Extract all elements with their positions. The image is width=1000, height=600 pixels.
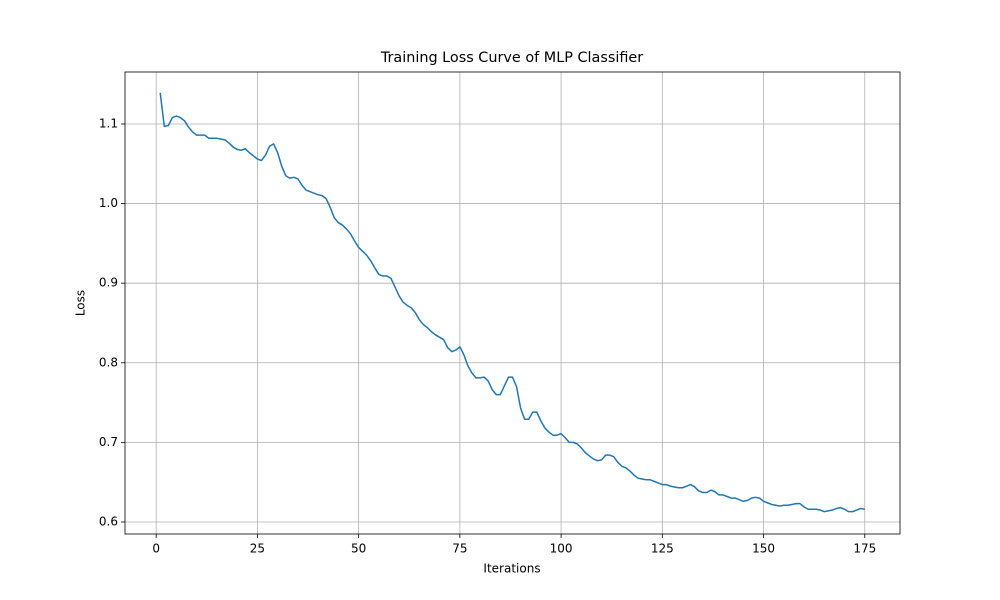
plot-frame	[124, 71, 901, 535]
x-tick-label: 75	[452, 542, 467, 556]
y-tick-label: 1.0	[99, 196, 118, 210]
x-tick-label: 0	[152, 542, 160, 556]
y-tick-label: 0.7	[99, 435, 118, 449]
x-tick-label: 50	[351, 542, 366, 556]
y-tick-label: 1.1	[99, 116, 118, 130]
y-tick-label: 0.9	[99, 276, 118, 290]
chart-title: Training Loss Curve of MLP Classifier	[380, 50, 643, 66]
x-tick-label: 25	[250, 542, 265, 556]
x-axis-label: Iterations	[483, 562, 540, 576]
y-tick-label: 0.8	[99, 355, 118, 369]
y-axis-label: Loss	[74, 290, 88, 316]
x-tick-label: 100	[550, 542, 573, 556]
x-tick-label: 175	[853, 542, 876, 556]
y-tick-label: 0.6	[99, 514, 118, 528]
x-tick-label: 125	[651, 542, 674, 556]
loss-line	[159, 92, 865, 513]
x-tick-label: 150	[752, 542, 775, 556]
